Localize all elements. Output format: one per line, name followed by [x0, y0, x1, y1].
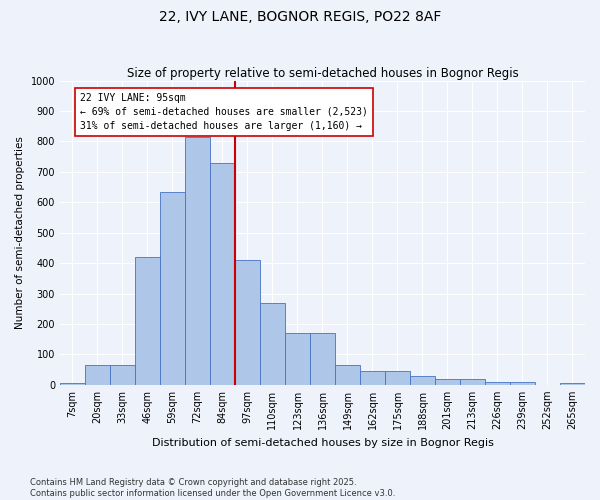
Text: 22, IVY LANE, BOGNOR REGIS, PO22 8AF: 22, IVY LANE, BOGNOR REGIS, PO22 8AF [159, 10, 441, 24]
Y-axis label: Number of semi-detached properties: Number of semi-detached properties [15, 136, 25, 329]
Text: Contains HM Land Registry data © Crown copyright and database right 2025.
Contai: Contains HM Land Registry data © Crown c… [30, 478, 395, 498]
Bar [85, 365, 110, 385]
Bar [260, 302, 285, 385]
Bar [485, 382, 510, 385]
X-axis label: Distribution of semi-detached houses by size in Bognor Regis: Distribution of semi-detached houses by … [152, 438, 493, 448]
Bar [410, 376, 435, 385]
Bar [210, 163, 235, 385]
Title: Size of property relative to semi-detached houses in Bognor Regis: Size of property relative to semi-detach… [127, 66, 518, 80]
Bar [385, 371, 410, 385]
Bar [360, 371, 385, 385]
Text: 22 IVY LANE: 95sqm
← 69% of semi-detached houses are smaller (2,523)
31% of semi: 22 IVY LANE: 95sqm ← 69% of semi-detache… [80, 93, 368, 131]
Bar [185, 137, 210, 385]
Bar [560, 384, 585, 385]
Bar [435, 380, 460, 385]
Bar [510, 382, 535, 385]
Bar [460, 380, 485, 385]
Bar [135, 257, 160, 385]
Bar [110, 365, 135, 385]
Bar [285, 333, 310, 385]
Bar [235, 260, 260, 385]
Bar [310, 333, 335, 385]
Bar [160, 192, 185, 385]
Bar [60, 384, 85, 385]
Bar [335, 365, 360, 385]
